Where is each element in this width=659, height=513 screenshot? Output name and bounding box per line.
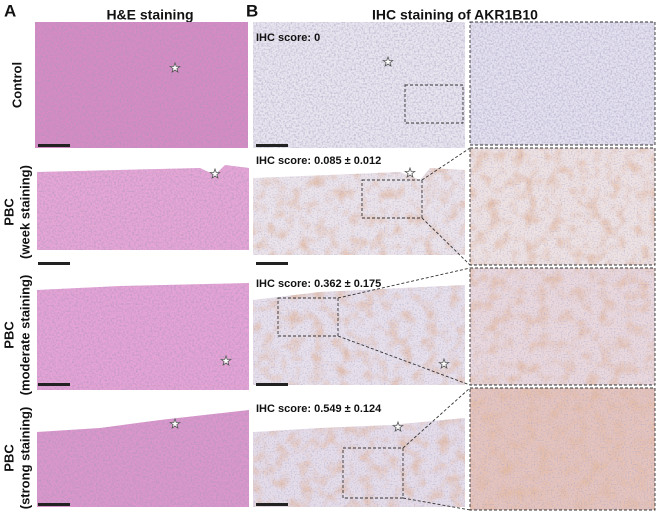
zoom-connectors: [277, 84, 471, 511]
zoom-image: [470, 388, 655, 510]
row-label: (moderate staining): [17, 275, 32, 396]
scale-bar: [256, 144, 288, 147]
he-image: [37, 410, 249, 507]
zoom-border: [469, 147, 656, 266]
scale-bar: [38, 144, 70, 147]
zoom-border: [469, 267, 656, 386]
star: [382, 55, 394, 67]
zoom-box: [404, 84, 464, 124]
star: [438, 357, 450, 369]
star: [169, 417, 181, 429]
he-image: [37, 165, 249, 250]
star: [169, 61, 181, 73]
row-label: Control: [9, 62, 24, 108]
row-label: PBC: [1, 444, 16, 472]
star: [220, 354, 232, 366]
zoom-border: [469, 387, 656, 511]
ihc-image: [253, 22, 465, 148]
zoom-box: [277, 297, 339, 337]
scale-bar: [38, 503, 70, 506]
connector: [402, 497, 471, 511]
row-label: (strong staining): [17, 407, 32, 510]
scale-bar: [38, 262, 70, 265]
star: [209, 167, 221, 179]
connector: [337, 335, 471, 386]
ihc-images: [253, 22, 465, 507]
row-label: (week staining): [17, 165, 32, 259]
he-images: [35, 22, 249, 507]
scale-bar: [256, 503, 288, 506]
scale-bar: [256, 262, 288, 265]
ihc-score: IHC score: 0.362 ± 0.175: [256, 278, 381, 290]
panel-title: IHC staining of AKR1B10: [372, 7, 538, 23]
zoom-box: [361, 179, 423, 219]
star-markers: [169, 55, 450, 432]
ihc-score: IHC score: 0: [256, 32, 320, 44]
zoom-images: [469, 21, 656, 511]
zoom-box: [342, 447, 404, 499]
ihc-image: [253, 168, 465, 255]
ihc-score: IHC score: 0.085 ± 0.012: [256, 155, 381, 167]
star: [404, 166, 416, 178]
connector: [337, 267, 471, 299]
ihc-image: [253, 285, 465, 385]
star: [392, 420, 404, 432]
row-label: PBC: [1, 321, 16, 349]
panel-label: A: [4, 1, 16, 20]
zoom-image: [470, 268, 655, 385]
panel-title: H&E staining: [106, 7, 193, 23]
connector: [421, 217, 471, 266]
row-label: PBC: [1, 198, 16, 226]
ihc-score: IHC score: 0.549 ± 0.124: [256, 403, 382, 415]
scale-bar: [38, 383, 70, 386]
panel-label: B: [246, 1, 258, 20]
zoom-image: [470, 148, 655, 265]
zoom-image: [470, 22, 655, 145]
he-image: [37, 283, 249, 390]
scale-bar: [256, 383, 288, 386]
zoom-border: [469, 21, 656, 146]
ihc-image: [253, 418, 465, 507]
he-image: [35, 22, 248, 148]
